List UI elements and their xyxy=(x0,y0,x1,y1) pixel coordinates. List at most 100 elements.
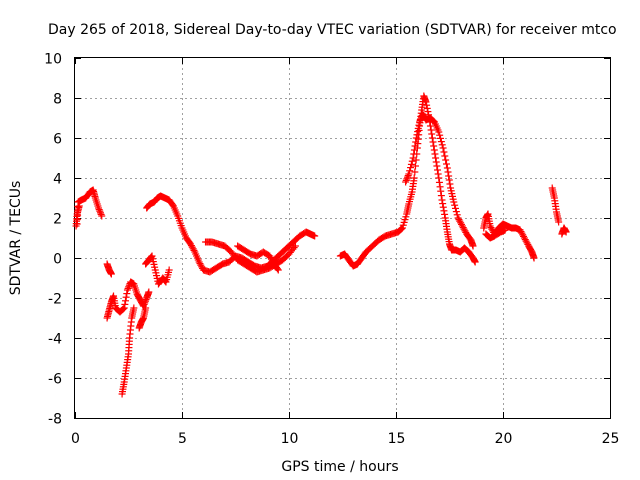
data-point xyxy=(119,305,127,313)
data-point xyxy=(268,257,276,265)
data-point xyxy=(407,164,415,172)
data-point xyxy=(446,180,454,188)
data-point xyxy=(440,148,448,156)
data-point xyxy=(450,198,458,206)
data-point xyxy=(311,232,319,240)
data-points xyxy=(72,92,570,398)
data-point xyxy=(142,304,150,312)
data-point xyxy=(436,183,444,191)
data-point xyxy=(140,300,148,308)
data-point xyxy=(458,222,466,230)
y-tick-label: 8 xyxy=(53,92,62,108)
data-point xyxy=(407,160,415,168)
data-point xyxy=(119,306,127,314)
data-point xyxy=(424,108,432,116)
data-point xyxy=(523,239,531,247)
data-point xyxy=(130,304,138,312)
data-point xyxy=(427,126,435,134)
data-point xyxy=(414,124,422,132)
data-point xyxy=(488,225,496,233)
data-point xyxy=(95,204,103,212)
data-point xyxy=(434,170,442,178)
data-point xyxy=(442,156,450,164)
x-axis-title: GPS time / hours xyxy=(281,459,398,475)
data-point xyxy=(487,224,495,232)
data-point xyxy=(98,212,106,220)
data-point xyxy=(471,258,479,266)
data-point xyxy=(187,240,195,248)
data-point xyxy=(266,252,274,260)
data-point xyxy=(441,152,449,160)
data-point xyxy=(451,204,459,212)
data-point xyxy=(423,101,431,109)
data-point xyxy=(445,172,453,180)
data-point xyxy=(196,260,204,268)
data-point xyxy=(438,141,446,149)
data-point xyxy=(75,202,83,210)
data-point xyxy=(439,200,447,208)
data-point xyxy=(456,217,464,225)
data-point xyxy=(141,297,149,305)
data-point xyxy=(408,157,416,165)
axis-ticks: 0 5 10 15 20 25 -8 -6 -4 -2 0 2 4 6 8 10 xyxy=(44,52,619,448)
data-point xyxy=(404,173,412,181)
data-point xyxy=(438,196,446,204)
grid xyxy=(75,58,610,418)
data-point xyxy=(562,228,570,236)
data-point xyxy=(267,254,275,262)
data-point xyxy=(435,178,443,186)
data-point xyxy=(107,270,115,278)
data-point xyxy=(97,210,105,218)
data-point xyxy=(169,201,177,209)
data-point xyxy=(434,166,442,174)
data-point xyxy=(521,236,529,244)
x-tick-label: 15 xyxy=(388,431,406,447)
data-point xyxy=(522,237,530,245)
y-axis-title: SDTVAR / TECUs xyxy=(8,181,24,296)
data-point xyxy=(437,134,445,142)
data-point xyxy=(430,146,438,154)
x-tick-label: 25 xyxy=(602,431,620,447)
chart-title: Day 265 of 2018, Sidereal Day-to-day VTE… xyxy=(48,22,617,38)
data-point xyxy=(516,226,524,234)
data-point xyxy=(428,130,436,138)
data-point xyxy=(429,116,437,124)
y-tick-label: 2 xyxy=(53,212,62,228)
data-point xyxy=(123,286,131,294)
data-point xyxy=(555,218,563,226)
data-point xyxy=(187,242,195,250)
data-point xyxy=(530,254,538,262)
data-point xyxy=(405,170,413,178)
data-point xyxy=(433,162,441,170)
data-point xyxy=(403,175,411,183)
data-point xyxy=(435,128,443,136)
data-point xyxy=(411,168,419,176)
x-tick-label: 0 xyxy=(71,431,80,447)
data-point xyxy=(267,255,275,263)
y-tick-label: -8 xyxy=(48,412,62,428)
data-point xyxy=(413,131,421,139)
data-point xyxy=(437,192,445,200)
data-point xyxy=(451,201,459,209)
data-point xyxy=(95,206,103,214)
data-point xyxy=(501,226,509,234)
data-point xyxy=(189,245,197,253)
data-point xyxy=(406,167,414,175)
data-point xyxy=(517,228,525,236)
data-point xyxy=(457,220,465,228)
data-point xyxy=(444,168,452,176)
data-point xyxy=(402,178,410,186)
data-point xyxy=(459,224,467,232)
data-point xyxy=(125,283,133,291)
data-point xyxy=(122,297,130,305)
data-point xyxy=(454,214,462,222)
data-point xyxy=(443,160,451,168)
data-point xyxy=(416,118,424,126)
data-point xyxy=(122,293,130,301)
data-point xyxy=(410,174,418,182)
plot-frame xyxy=(74,57,611,419)
data-point xyxy=(452,208,460,216)
data-point xyxy=(161,277,169,285)
data-point xyxy=(423,104,431,112)
